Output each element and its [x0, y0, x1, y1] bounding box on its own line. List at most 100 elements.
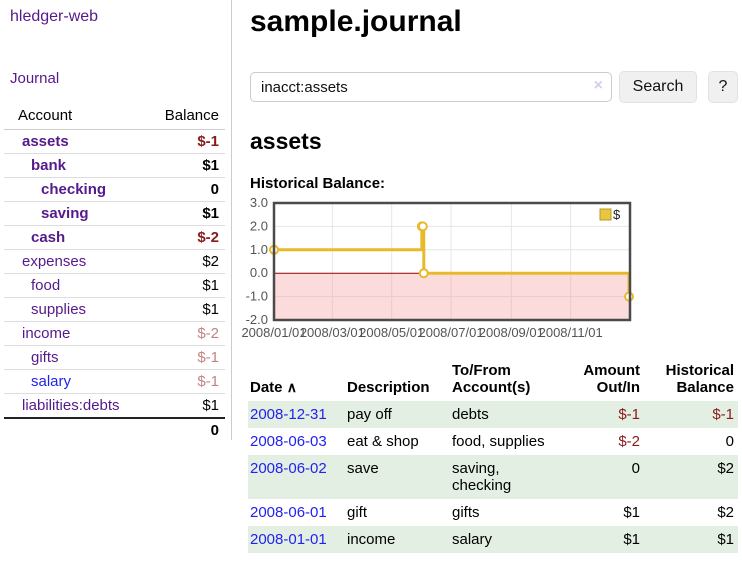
transaction-amount: $-2: [618, 433, 640, 451]
transaction-date-link[interactable]: 2008-01-01: [250, 531, 327, 549]
account-row-expenses: expenses $2: [4, 249, 225, 274]
register-header-row: Date ∧ Description To/From Account(s) Am…: [248, 359, 738, 401]
register-row[interactable]: 2008-06-03 eat & shop food, supplies $-2…: [248, 428, 738, 455]
register-header-balance: Historical Balance: [665, 362, 734, 397]
svg-text:3.0: 3.0: [250, 196, 268, 210]
search-input[interactable]: [250, 72, 612, 102]
search-button[interactable]: Search: [619, 71, 697, 103]
register-header-description: Description: [347, 379, 430, 397]
transaction-description: save: [347, 460, 379, 478]
transaction-balance: $1: [717, 531, 734, 549]
register-row[interactable]: 2008-06-01 gift gifts $1 $2: [248, 499, 738, 526]
transaction-balance: $-1: [712, 406, 734, 424]
account-balance: $1: [138, 273, 225, 298]
help-button[interactable]: ?: [708, 71, 738, 103]
transaction-accounts: debts: [452, 406, 489, 424]
account-balance: 0: [138, 177, 225, 202]
transaction-description: pay off: [347, 406, 392, 424]
register-table: Date ∧ Description To/From Account(s) Am…: [248, 359, 738, 554]
account-row-bank: bank $1: [4, 153, 225, 178]
account-link-assets[interactable]: assets: [22, 133, 69, 150]
transaction-description: eat & shop: [347, 433, 419, 451]
account-balance: $-2: [138, 225, 225, 250]
account-row-liabilities-debts: liabilities:debts $1: [4, 393, 225, 418]
account-row-food: food $1: [4, 273, 225, 298]
svg-text:2008/01/01: 2008/01/01: [241, 325, 306, 339]
transaction-balance: $2: [717, 460, 734, 478]
transaction-balance: 0: [725, 433, 734, 451]
svg-text:1.0: 1.0: [250, 242, 268, 257]
sidebar: hledger-web Journal Account Balance asse…: [0, 0, 232, 442]
account-balance: $1: [138, 153, 225, 178]
search-form: × Search ?: [250, 71, 742, 103]
register-row[interactable]: 2008-12-31 pay off debts $-1 $-1: [248, 401, 738, 429]
account-row-saving: saving $1: [4, 201, 225, 226]
sidebar-item-journal[interactable]: Journal: [10, 70, 60, 87]
transaction-balance: $2: [717, 504, 734, 522]
transaction-accounts: saving, checking: [452, 460, 512, 495]
register-header-accounts: To/From Account(s): [452, 362, 531, 397]
sort-ascending-icon: ∧: [286, 379, 297, 396]
transaction-date-link[interactable]: 2008-12-31: [250, 406, 327, 424]
transaction-amount: $1: [623, 531, 640, 549]
account-link-food[interactable]: food: [31, 277, 61, 294]
account-link-salary[interactable]: salary: [31, 373, 72, 390]
chart-title: Historical Balance:: [250, 175, 386, 193]
account-balance: $1: [138, 297, 225, 322]
accounts-total-row: 0: [4, 417, 225, 442]
account-heading: assets: [250, 128, 322, 154]
app-title-link[interactable]: hledger-web: [10, 8, 99, 25]
transaction-accounts: food, supplies: [452, 433, 545, 451]
transaction-date-link[interactable]: 2008-06-03: [250, 433, 327, 451]
accounts-header-balance: Balance: [138, 103, 225, 130]
transaction-amount: $-1: [618, 406, 640, 424]
accounts-header-row: Account Balance: [4, 103, 225, 130]
transaction-amount: 0: [631, 460, 640, 478]
account-balance: $-1: [197, 133, 219, 150]
svg-text:2008/09/01: 2008/09/01: [479, 325, 544, 339]
account-link-cash[interactable]: cash: [31, 229, 66, 246]
svg-text:$: $: [613, 207, 621, 222]
register-row[interactable]: 2008-06-02 save saving, checking 0 $2: [248, 455, 738, 500]
transaction-amount: $1: [623, 504, 640, 522]
accounts-total-value: 0: [138, 417, 225, 442]
account-row-salary: salary $-1: [4, 369, 225, 394]
transaction-description: income: [347, 531, 396, 549]
account-link-supplies[interactable]: supplies: [31, 301, 87, 318]
svg-text:2008/11/01: 2008/11/01: [539, 325, 603, 339]
historical-balance-chart[interactable]: $3.0 2.0 1.0 0.0 -1.0 -2.02008/01/012008/03/0…: [240, 196, 640, 339]
svg-text:0.0: 0.0: [250, 265, 268, 280]
account-balance: $1: [138, 393, 225, 418]
transaction-description: gift: [347, 504, 368, 522]
account-row-checking: checking 0: [4, 177, 225, 202]
transaction-date-link[interactable]: 2008-06-02: [250, 460, 327, 478]
account-balance: $2: [138, 249, 225, 274]
account-link-expenses[interactable]: expenses: [22, 253, 87, 270]
svg-text:2008/07/01: 2008/07/01: [418, 325, 483, 339]
account-link-income[interactable]: income: [22, 325, 71, 342]
account-link-bank[interactable]: bank: [31, 157, 67, 174]
register-row[interactable]: 2008-01-01 income salary $1 $1: [248, 526, 738, 554]
account-link-checking[interactable]: checking: [41, 181, 107, 198]
account-balance: $-1: [138, 345, 225, 370]
account-link-liabilities-debts[interactable]: liabilities:debts: [22, 397, 120, 414]
svg-text:2008/05/01: 2008/05/01: [359, 325, 424, 339]
clear-search-icon[interactable]: ×: [593, 77, 603, 94]
account-balance: $-2: [138, 321, 225, 346]
account-row-cash: cash $-2: [4, 225, 225, 250]
svg-text:-2.0: -2.0: [246, 312, 268, 327]
page-title: sample.journal: [250, 5, 462, 38]
account-link-gifts[interactable]: gifts: [31, 349, 59, 366]
register-header-date[interactable]: Date ∧: [250, 379, 297, 397]
account-row-gifts: gifts $-1: [4, 345, 225, 370]
svg-text:-1.0: -1.0: [246, 289, 268, 304]
account-balance: $1: [138, 201, 225, 226]
transaction-date-link[interactable]: 2008-06-01: [250, 504, 327, 522]
accounts-table: Account Balance assets $-1 bank $1 check…: [4, 103, 225, 442]
account-row-income: income $-2: [4, 321, 225, 346]
account-link-saving[interactable]: saving: [41, 205, 89, 222]
register-header-amount: Amount Out/In: [583, 362, 640, 397]
account-balance: $-1: [138, 369, 225, 394]
svg-text:2008/03/01: 2008/03/01: [300, 325, 365, 339]
